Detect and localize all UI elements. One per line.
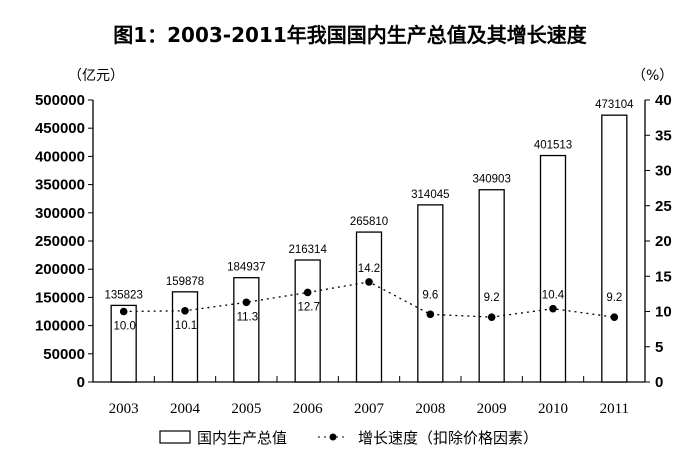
x-tick-label: 2003 xyxy=(109,401,139,417)
left-tick-label: 300000 xyxy=(35,205,85,222)
left-tick-label: 100000 xyxy=(35,318,85,335)
growth-rate-point xyxy=(181,306,189,315)
growth-rate-label: 10.4 xyxy=(542,290,565,302)
gdp-bar-label: 401513 xyxy=(534,140,572,152)
growth-rate-point xyxy=(303,288,312,297)
growth-rate-label: 11.3 xyxy=(237,311,259,323)
gdp-bar xyxy=(233,277,260,383)
x-tick-label: 2011 xyxy=(600,401,629,417)
growth-rate-point xyxy=(426,310,435,319)
x-tick-label: 2006 xyxy=(293,401,324,417)
legend-line-label: 增长速度（扣除价格因素） xyxy=(358,429,538,447)
right-tick-label: 30 xyxy=(655,163,672,180)
right-tick-label: 40 xyxy=(655,92,672,109)
gdp-bar-label: 340903 xyxy=(472,174,510,186)
gdp-bar-label: 314045 xyxy=(411,189,449,201)
gdp-bar xyxy=(539,154,567,383)
growth-rate-label: 12.7 xyxy=(297,301,319,313)
left-tick-label: 450000 xyxy=(35,120,85,137)
gdp-bar xyxy=(110,304,137,383)
left-tick-label: 0 xyxy=(77,374,85,391)
right-tick-label: 20 xyxy=(655,233,672,250)
left-tick-label: 200000 xyxy=(35,261,85,278)
growth-rate-point xyxy=(119,307,128,316)
right-tick-label: 10 xyxy=(655,304,672,321)
right-tick-label: 15 xyxy=(655,268,672,285)
gdp-bar xyxy=(294,259,321,383)
gdp-bar-label: 184937 xyxy=(227,262,265,274)
growth-rate-label: 10.0 xyxy=(113,321,135,333)
gdp-bar-label: 473104 xyxy=(595,99,634,111)
growth-rate-point xyxy=(242,298,251,307)
left-tick-label: 500000 xyxy=(35,92,85,109)
right-tick-label: 5 xyxy=(655,339,663,356)
growth-rate-label: 9.2 xyxy=(606,292,622,304)
left-axis-unit: （亿元） xyxy=(68,68,124,84)
gdp-bar-label: 216314 xyxy=(288,244,327,256)
left-tick-label: 250000 xyxy=(35,233,85,250)
growth-rate-point xyxy=(610,313,619,321)
gdp-bar xyxy=(171,291,199,383)
gdp-bar xyxy=(601,114,628,383)
legend-bar-swatch xyxy=(159,430,191,444)
left-tick-label: 150000 xyxy=(35,289,85,306)
gdp-bar-label: 135823 xyxy=(104,289,142,301)
growth-rate-point xyxy=(487,313,496,321)
right-tick-label: 25 xyxy=(655,198,672,215)
x-tick-label: 2005 xyxy=(231,401,261,417)
left-tick-label: 50000 xyxy=(43,346,85,363)
left-tick-label: 400000 xyxy=(35,148,85,165)
x-tick-label: 2010 xyxy=(538,401,568,417)
right-axis-unit: （%） xyxy=(632,68,673,84)
right-tick-label: 0 xyxy=(655,374,663,391)
x-tick-label: 2009 xyxy=(477,401,507,417)
growth-rate-point xyxy=(549,304,557,313)
growth-rate-label: 14.2 xyxy=(358,263,380,275)
growth-rate-label: 10.1 xyxy=(175,320,197,332)
chart-title: 图1：2003-2011年我国国内生产总值及其增长速度 xyxy=(113,23,588,47)
growth-rate-point xyxy=(365,278,373,286)
x-tick-label: 2004 xyxy=(170,401,201,417)
x-tick-label: 2008 xyxy=(415,401,445,417)
gdp-bar-label: 159878 xyxy=(166,276,204,288)
gdp-bar-label: 265810 xyxy=(350,216,388,228)
gdp-bar xyxy=(355,231,383,383)
growth-rate-label: 9.2 xyxy=(484,292,500,304)
x-tick-label: 2007 xyxy=(354,401,385,417)
legend-line-marker xyxy=(329,433,337,441)
legend-bar-label: 国内生产总值 xyxy=(197,429,287,447)
growth-rate-label: 9.6 xyxy=(422,289,438,301)
right-tick-label: 35 xyxy=(655,127,672,144)
gdp-bar xyxy=(478,189,505,383)
legend: 国内生产总值 增长速度（扣除价格因素） xyxy=(159,429,538,447)
gdp-bar xyxy=(417,204,444,383)
left-tick-label: 350000 xyxy=(35,177,85,194)
